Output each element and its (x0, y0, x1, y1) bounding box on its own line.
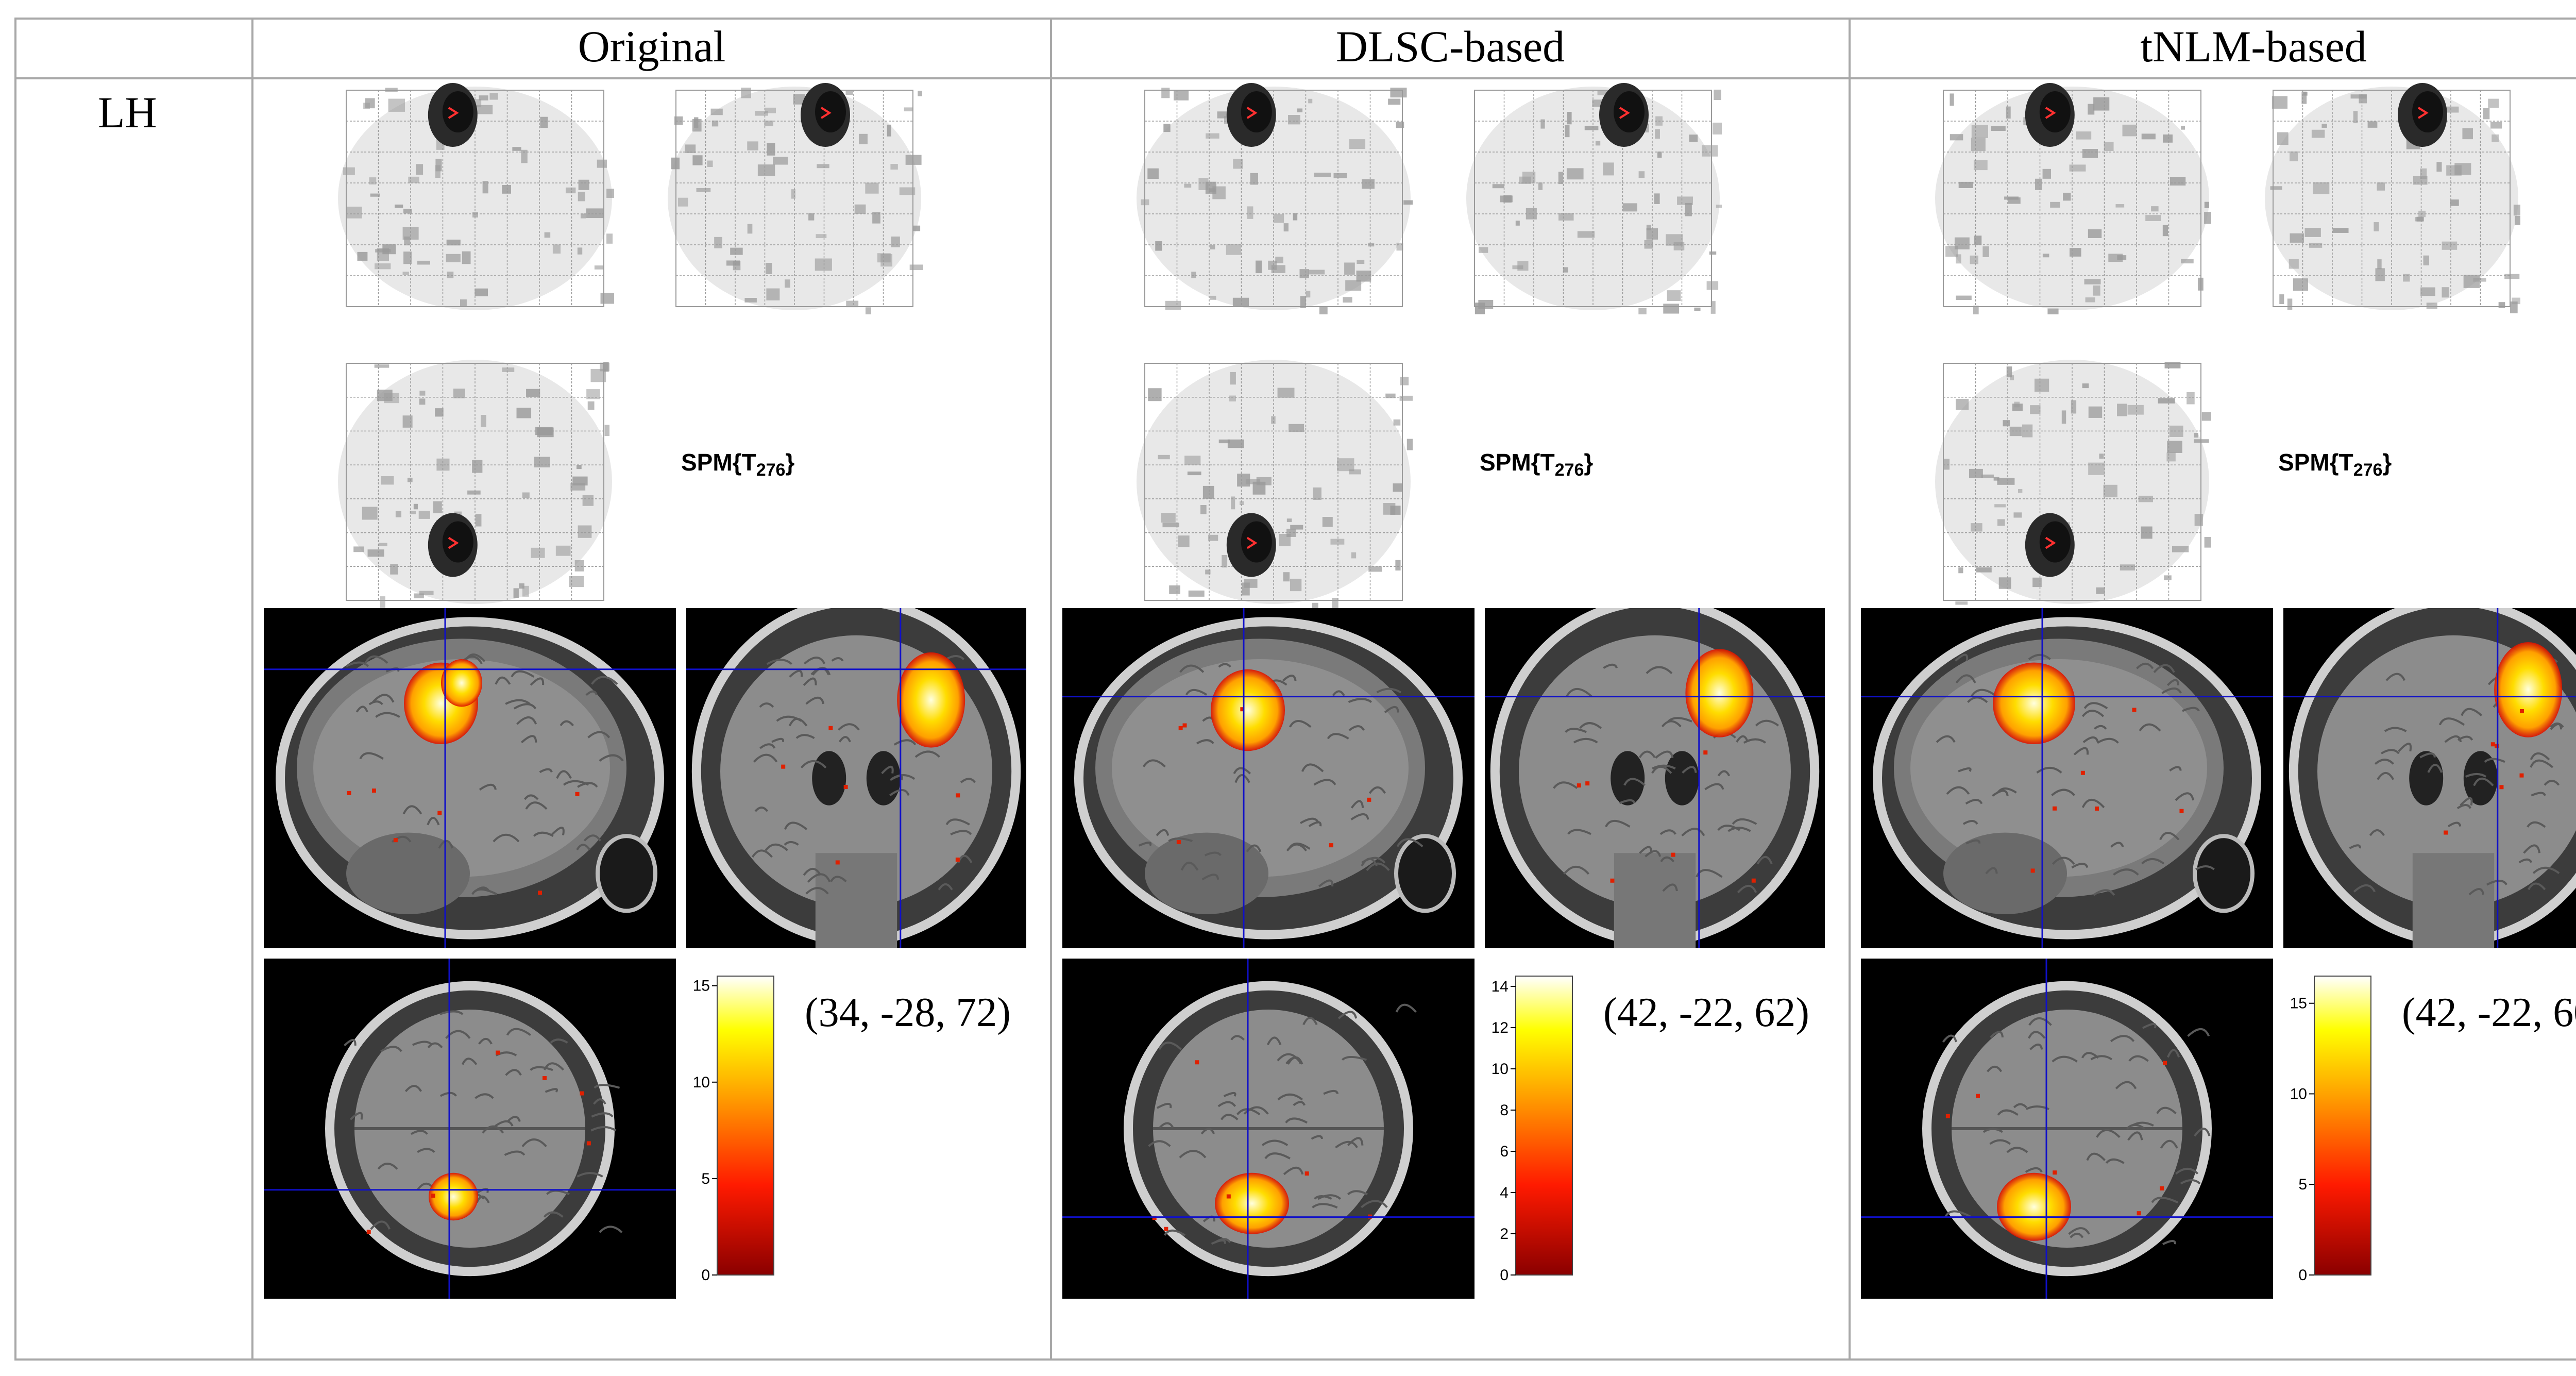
peak-coordinate-2: (42, -22, 60) (2402, 990, 2576, 1035)
table-bottom-rule (14, 1358, 2576, 1361)
colorbar-tick-label: 0 (1500, 1267, 1509, 1284)
spm-stat-label-2: SPM{T276} (2278, 448, 2392, 480)
colorbar-tick-label: 5 (2298, 1176, 2307, 1193)
spm-stat-label-1: SPM{T276} (1480, 448, 1593, 480)
mri-axial-1 (1062, 959, 1475, 1299)
mri-sagittal-1 (1062, 608, 1475, 948)
colorbar-tick-label: 14 (1492, 978, 1509, 995)
colorbar-tick-label: 15 (693, 978, 710, 995)
col-divider-3 (1849, 18, 1851, 1361)
col-divider-1 (251, 18, 253, 1361)
spm-label-main: SPM{T (681, 449, 756, 476)
spm-label-main: SPM{T (2278, 449, 2353, 476)
spm-label-end: } (1584, 449, 1594, 476)
activation-cluster (2494, 642, 2563, 737)
spm-label-main: SPM{T (1480, 449, 1555, 476)
colorbar-tick-label: 0 (2298, 1267, 2307, 1284)
colorbar-tick-label: 2 (1500, 1226, 1509, 1243)
spm-stat-label-0: SPM{T276} (681, 448, 794, 480)
glass-brain-transverse-1 (1134, 356, 1422, 612)
colorbar-tick-label: 10 (693, 1074, 710, 1091)
colorbar-tick-label: 8 (1500, 1102, 1509, 1119)
mri-sagittal-0 (264, 608, 676, 948)
spm-label-end: } (785, 449, 795, 476)
colorbar-tick-label: 6 (1500, 1143, 1509, 1160)
colorbar-tick-label: 10 (2290, 1085, 2307, 1102)
activation-cluster (441, 659, 482, 707)
glass-brain-transverse-0 (336, 356, 614, 608)
activation-cluster (1215, 1172, 1289, 1234)
activation-cluster (429, 1172, 478, 1221)
mri-axial-0 (264, 959, 676, 1299)
peak-coordinate-1: (42, -22, 62) (1603, 990, 1809, 1035)
mri-coronal-1 (1485, 608, 1825, 948)
col-divider-2 (1050, 18, 1052, 1361)
activation-cluster (1685, 649, 1754, 737)
mri-sagittal-2 (1861, 608, 2273, 948)
colorbar-tick-label: 15 (2290, 995, 2307, 1012)
spm-label-end: } (2382, 449, 2392, 476)
column-header-dlsc: DLSC-based (1335, 22, 1565, 71)
spm-label-df: 276 (756, 460, 786, 480)
colorbar-tick-label: 5 (701, 1170, 710, 1187)
activation-cluster (1997, 1172, 2071, 1241)
glass-brain-sagittal-1 (1134, 82, 1418, 315)
header-bottom-rule (14, 77, 2576, 79)
glass-brain-transverse-2 (1933, 356, 2217, 608)
glass-brain-sagittal-2 (1933, 82, 2215, 322)
mri-coronal-0 (686, 608, 1026, 948)
activation-cluster (1211, 669, 1285, 751)
activation-cluster (1993, 662, 2075, 744)
colorbar-2: 15 10 5 0 (2278, 964, 2402, 1304)
row-label: LH (98, 88, 157, 137)
colorbar-1: 14 12 10 8 6 4 2 0 (1480, 964, 1603, 1304)
mri-coronal-2 (2283, 608, 2576, 948)
colorbar-tick-label: 4 (1500, 1184, 1509, 1201)
table-left-rule (14, 18, 16, 1361)
colorbar-0: 15 10 5 0 (681, 964, 805, 1304)
column-header-tnlm: tNLM-based (2140, 22, 2367, 71)
glass-brain-coronal-1 (1464, 82, 1730, 321)
table-top-rule (14, 18, 2576, 20)
column-header-original: Original (578, 22, 726, 71)
peak-coordinate-0: (34, -28, 72) (805, 990, 1011, 1035)
spm-label-df: 276 (1554, 460, 1584, 480)
glass-brain-coronal-0 (666, 82, 926, 315)
activation-cluster (897, 652, 965, 748)
mri-axial-2 (1861, 959, 2273, 1299)
colorbar-tick-label: 0 (701, 1267, 710, 1284)
glass-brain-sagittal-0 (336, 82, 622, 314)
colorbar-tick-label: 12 (1492, 1019, 1509, 1036)
glass-brain-coronal-2 (2263, 82, 2532, 314)
colorbar-tick-label: 10 (1492, 1061, 1509, 1078)
spm-label-df: 276 (2353, 460, 2383, 480)
